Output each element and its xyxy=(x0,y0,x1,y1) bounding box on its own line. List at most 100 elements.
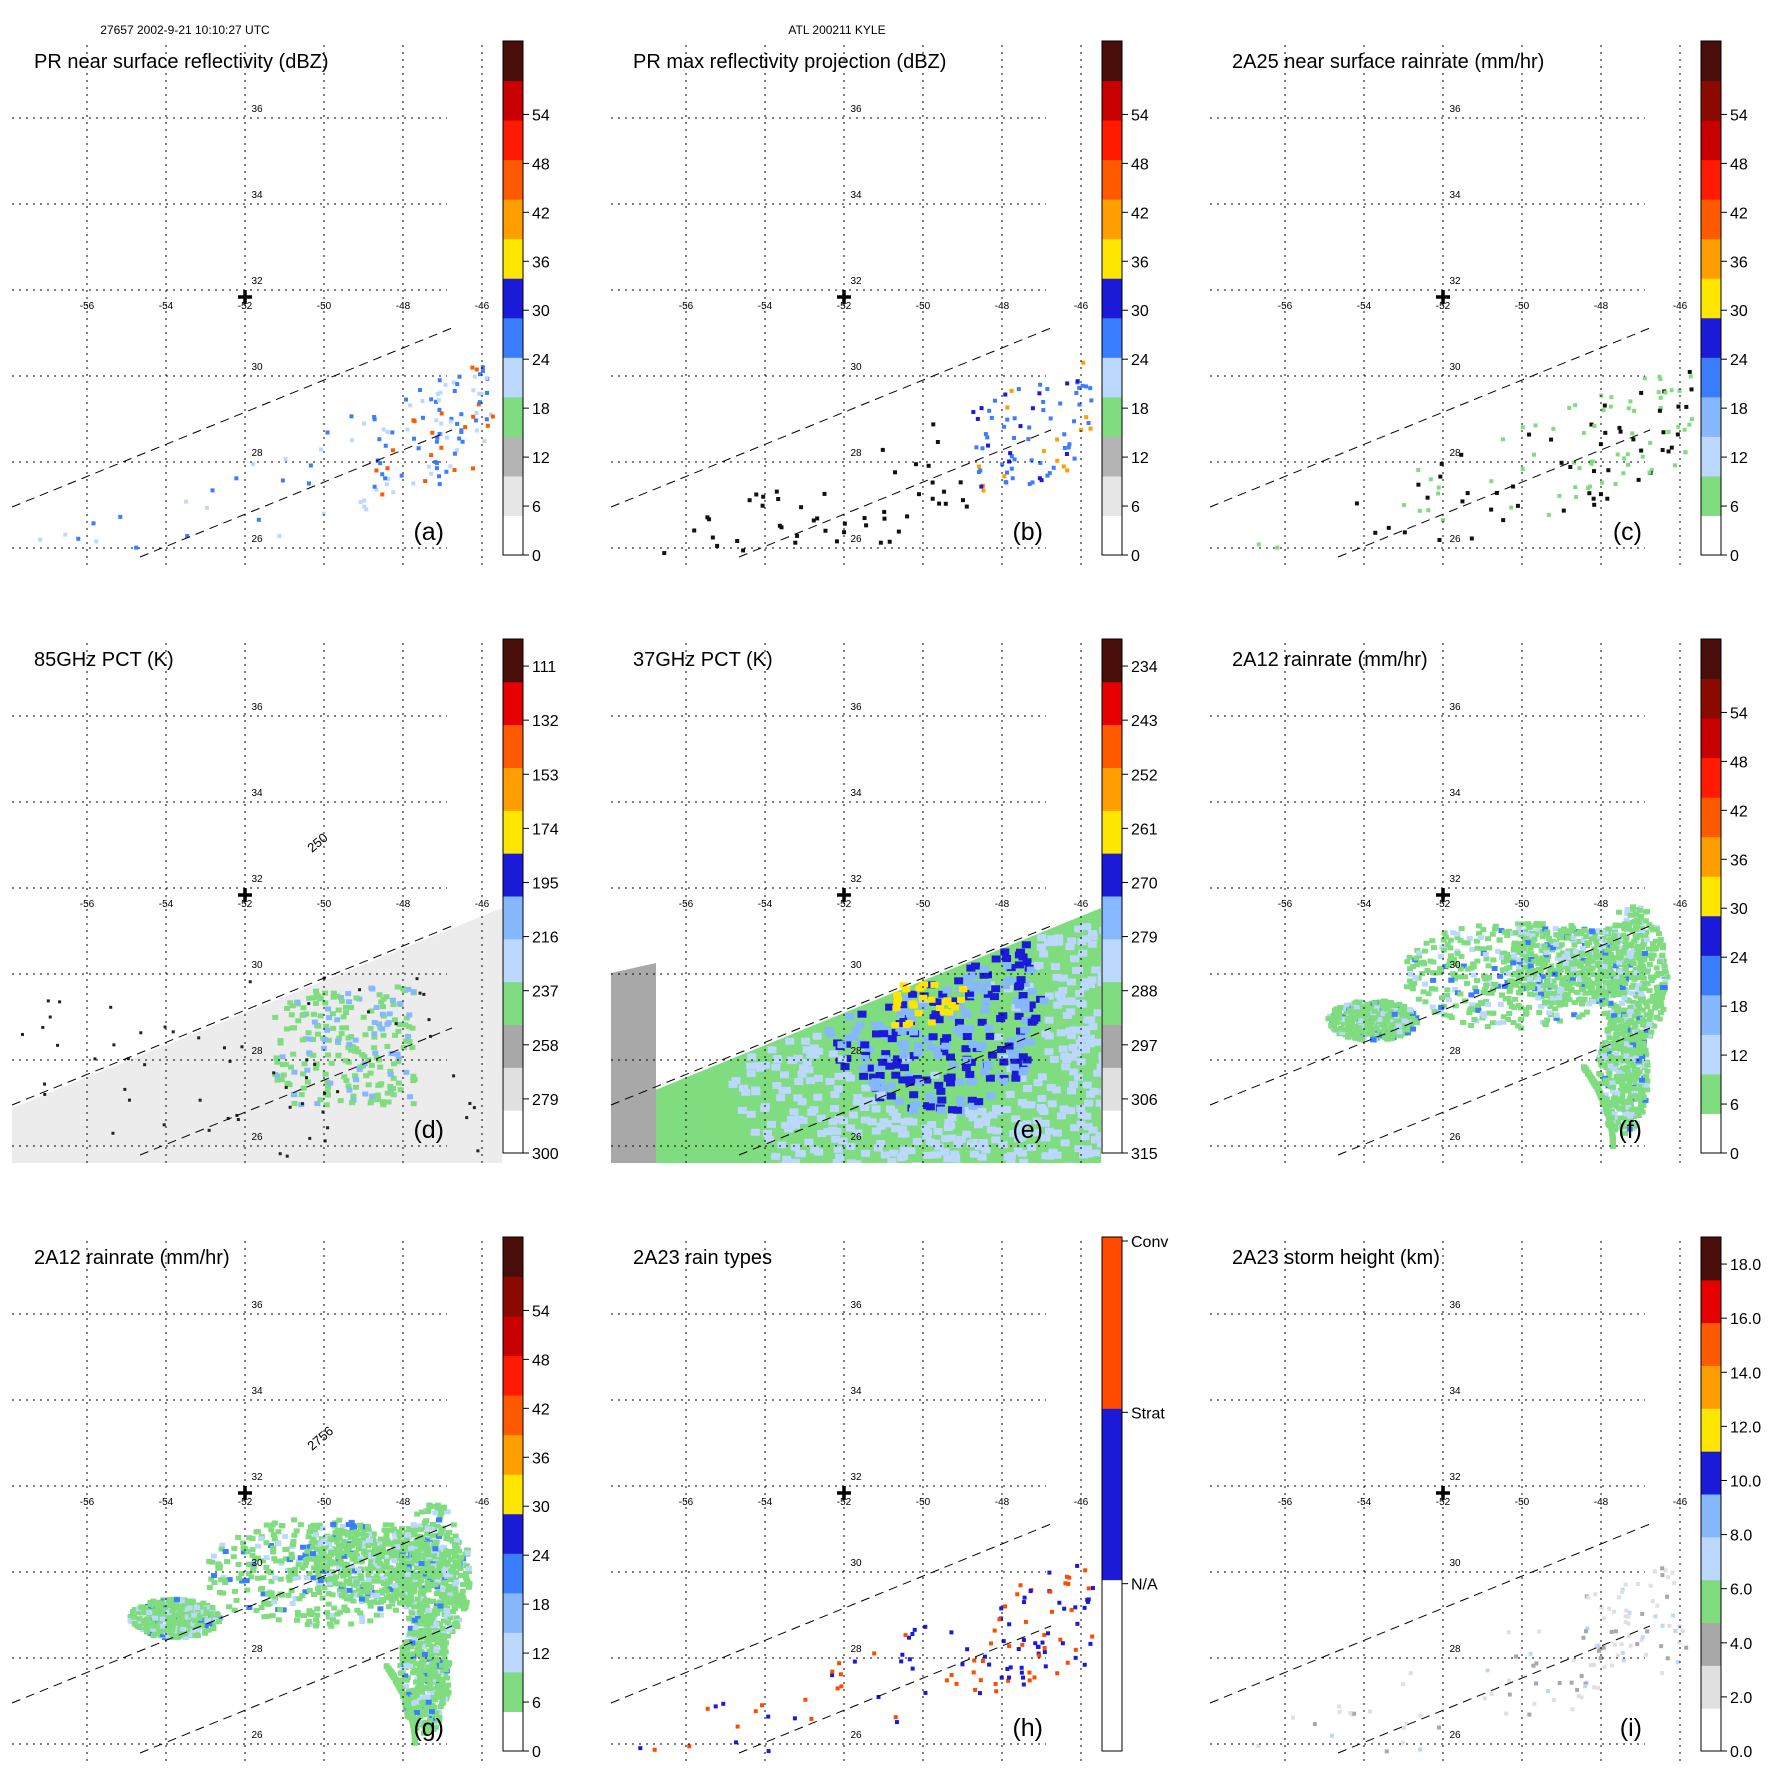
data-pixel xyxy=(958,480,963,485)
data-pixel xyxy=(488,412,493,417)
data-pixel xyxy=(434,399,439,404)
data-pixel xyxy=(977,1018,987,1026)
data-pixel xyxy=(1605,980,1612,986)
data-pixel xyxy=(1454,950,1461,956)
colorbar-segment xyxy=(1102,199,1122,240)
data-pixel xyxy=(328,1060,335,1066)
data-pixel xyxy=(1030,406,1035,411)
data-pixel xyxy=(1076,1105,1086,1113)
data-pixel xyxy=(951,1004,960,1011)
data-pixel xyxy=(1438,1004,1445,1010)
data-pixel xyxy=(1603,947,1610,953)
data-pixel xyxy=(226,1604,233,1610)
data-pixel xyxy=(1660,1006,1667,1012)
data-pixel xyxy=(94,539,99,544)
data-pixel xyxy=(376,1057,383,1063)
data-pixel xyxy=(1450,930,1457,936)
data-pixel xyxy=(283,1026,290,1032)
data-pixel xyxy=(321,1110,325,1114)
colorbar-label: 36 xyxy=(1730,852,1748,869)
data-pixel xyxy=(1511,942,1518,948)
data-pixel xyxy=(893,1055,903,1063)
data-pixel xyxy=(1565,985,1572,991)
colorbar-label: 42 xyxy=(1730,205,1748,222)
data-pixel xyxy=(400,1569,407,1575)
data-pixel xyxy=(1603,993,1610,999)
data-pixel xyxy=(1654,973,1661,979)
data-pixel xyxy=(1578,969,1585,975)
data-pixel xyxy=(852,1098,862,1106)
data-pixel xyxy=(1089,398,1094,403)
data-pixel xyxy=(1605,974,1612,980)
data-pixel xyxy=(1639,1054,1646,1060)
lon-tick-label: -50 xyxy=(916,301,931,312)
data-pixel xyxy=(354,1607,361,1613)
lon-tick-label: -46 xyxy=(475,301,490,312)
data-pixel xyxy=(1630,1072,1637,1078)
data-pixel xyxy=(776,1094,786,1102)
data-pixel xyxy=(353,995,360,1001)
data-pixel xyxy=(879,1030,889,1038)
data-pixel xyxy=(1473,978,1480,984)
data-pixel xyxy=(317,1578,324,1584)
data-pixel xyxy=(388,1528,395,1534)
data-pixel xyxy=(1596,936,1603,942)
data-pixel xyxy=(300,1085,307,1091)
data-pixel xyxy=(1589,461,1594,466)
data-pixel xyxy=(1646,922,1653,928)
data-pixel xyxy=(1501,518,1506,523)
data-pixel xyxy=(1605,1051,1612,1057)
data-pixel xyxy=(424,1605,431,1611)
data-pixel xyxy=(261,1614,268,1620)
data-pixel xyxy=(1578,928,1585,934)
data-pixel xyxy=(452,389,457,394)
lon-tick-label: -46 xyxy=(1673,899,1688,910)
data-pixel xyxy=(1646,1021,1653,1027)
data-pixel xyxy=(1610,956,1617,962)
data-pixel xyxy=(728,1080,738,1088)
data-pixel xyxy=(1625,1023,1632,1029)
data-pixel xyxy=(1437,954,1444,960)
data-pixel xyxy=(1088,426,1093,431)
data-pixel xyxy=(1454,931,1461,937)
data-pixel xyxy=(362,498,367,503)
data-pixel xyxy=(1343,1008,1350,1014)
data-pixel xyxy=(1458,926,1465,932)
data-pixel xyxy=(374,1092,381,1098)
colorbar-label: 0 xyxy=(1730,548,1739,565)
data-pixel xyxy=(278,1077,285,1083)
data-pixel xyxy=(964,504,969,509)
data-pixel xyxy=(814,1148,824,1156)
data-pixel xyxy=(812,1032,822,1040)
data-pixel xyxy=(305,1534,312,1540)
data-pixel xyxy=(1626,1079,1633,1085)
data-pixel xyxy=(1676,424,1681,429)
data-pixel xyxy=(1638,995,1645,1001)
data-pixel xyxy=(1636,1006,1643,1012)
data-pixel xyxy=(1080,1133,1090,1141)
data-pixel xyxy=(1418,960,1425,966)
data-pixel xyxy=(338,998,345,1004)
data-pixel xyxy=(1005,417,1010,422)
data-pixel xyxy=(1553,991,1560,997)
data-pixel xyxy=(453,1570,460,1576)
data-pixel xyxy=(1076,999,1086,1007)
data-pixel xyxy=(1448,977,1455,983)
data-pixel xyxy=(405,1564,412,1570)
data-pixel xyxy=(58,1000,62,1004)
data-pixel xyxy=(384,1090,391,1096)
data-pixel xyxy=(269,1613,276,1619)
data-pixel xyxy=(1655,930,1662,936)
data-pixel xyxy=(1625,452,1630,457)
data-pixel xyxy=(1552,1006,1559,1012)
data-pixel xyxy=(985,1074,995,1082)
colorbar-segment xyxy=(503,120,523,161)
colorbar-segment xyxy=(1102,1067,1122,1111)
data-pixel xyxy=(1400,1003,1407,1009)
data-pixel xyxy=(1620,1048,1627,1054)
data-pixel xyxy=(339,1523,346,1529)
data-pixel xyxy=(1442,934,1449,940)
data-pixel xyxy=(216,1565,223,1571)
data-pixel xyxy=(289,1555,296,1561)
data-pixel xyxy=(434,439,439,444)
